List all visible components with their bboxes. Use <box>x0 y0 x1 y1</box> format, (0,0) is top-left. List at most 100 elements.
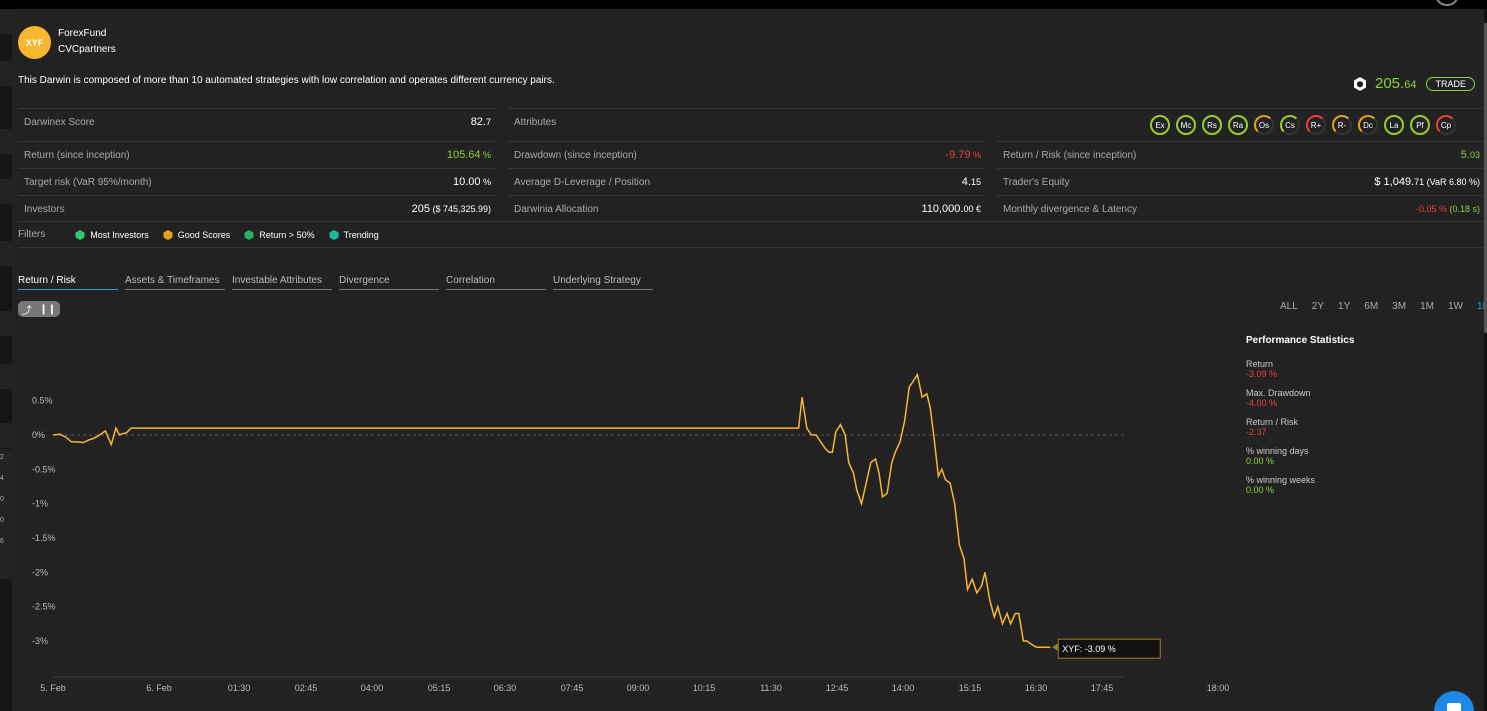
range-1m[interactable]: 1M <box>1420 301 1434 312</box>
chat-icon <box>1447 703 1461 711</box>
range-2y[interactable]: 2Y <box>1311 301 1325 312</box>
left-strip-label: 0 <box>0 496 4 503</box>
attribute-badge-os[interactable]: Os <box>1254 115 1274 135</box>
x-tick-label: 06:30 <box>494 683 517 693</box>
y-tick-label: -1% <box>32 499 48 509</box>
tab-correlation[interactable]: Correlation <box>446 275 546 290</box>
x-tick-label: 15:15 <box>959 683 982 693</box>
attribute-badge-dc[interactable]: Dc <box>1358 115 1378 135</box>
attribute-badge-rs[interactable]: Rs <box>1202 115 1222 135</box>
tab-investable-attributes[interactable]: Investable Attributes <box>232 275 332 290</box>
attribute-badge-pf[interactable]: Pf <box>1410 115 1430 135</box>
investors-value: 205 ($ 745,325.99) <box>411 203 491 215</box>
tab-underlying-strategy[interactable]: Underlying Strategy <box>553 275 653 290</box>
stats-title: Performance Statistics <box>1246 335 1355 346</box>
left-strip-block <box>0 241 12 266</box>
time-range-selector: ALL 2Y 1Y 6M 3M 1M 1W 1D <box>1280 301 1487 312</box>
drawdown-value: -9.79 % <box>945 149 981 161</box>
stat-label: Max. Drawdown <box>1246 388 1311 398</box>
range-3m[interactable]: 3M <box>1392 301 1407 312</box>
filter-chip[interactable]: Return > 50% <box>244 229 315 240</box>
stat-value: 0.00 % <box>1246 456 1275 466</box>
y-tick-label: 0.5% <box>32 396 53 406</box>
x-tick-label: 5. Feb <box>40 683 66 693</box>
darwin-logo: XYF <box>18 26 51 59</box>
left-strip: 2 4 0 0 6 <box>0 9 12 711</box>
attribute-badge-ra[interactable]: Ra <box>1228 115 1248 135</box>
series-end-label-pointer <box>1052 643 1059 652</box>
stat-value: -4.00 % <box>1246 398 1278 408</box>
return-value: 105.64 % <box>446 149 491 161</box>
trade-button[interactable]: TRADE <box>1426 76 1475 91</box>
filter-hex-icon <box>163 229 173 240</box>
x-tick-label: 17:45 <box>1091 683 1114 693</box>
range-1w[interactable]: 1W <box>1447 301 1463 312</box>
filter-hex-icon <box>75 229 85 240</box>
return-chart-svg: 0.5% 0% -0.5% -1% -1.5% -2% -2.5% -3% 5. Feb 6. F… <box>32 372 1229 693</box>
chat-button[interactable] <box>1434 691 1474 711</box>
attribute-badge-mc[interactable]: Mc <box>1176 115 1196 135</box>
range-1d[interactable]: 1D <box>1476 301 1487 312</box>
x-tick-label: 14:00 <box>892 683 915 693</box>
filters-row <box>18 221 1484 248</box>
stat-label: Return <box>1246 359 1274 369</box>
return-risk-row: Return / Risk (since inception) 5.03 <box>997 141 1484 168</box>
attribute-badge-rplus[interactable]: R+ <box>1306 115 1326 135</box>
attribute-badge-la[interactable]: La <box>1384 115 1404 135</box>
range-6m[interactable]: 6M <box>1364 301 1379 312</box>
attribute-badge-rminus[interactable]: R- <box>1332 115 1352 135</box>
filter-chip-label: Most Investors <box>90 229 149 240</box>
x-tick-label: 05:15 <box>428 683 451 693</box>
y-tick-label: -3% <box>32 636 48 646</box>
left-strip-label: 4 <box>0 475 4 482</box>
filter-chip[interactable]: Good Scores <box>163 229 231 240</box>
divergence-row: Monthly divergence & Latency -0.05 % (0.… <box>997 195 1484 222</box>
watchlist-hex-icon[interactable] <box>1353 76 1367 91</box>
target-risk-row: Target risk (VaR 95%/month) 10.00 % <box>18 168 495 195</box>
target-risk-value: 10.00 % <box>452 176 491 188</box>
series-line-xyf[interactable] <box>52 372 1051 648</box>
attribute-badge-ex[interactable]: Ex <box>1150 115 1170 135</box>
attributes-row: Attributes <box>508 108 1484 135</box>
attribute-badges: Ex Mc Rs Ra Os Cs R+ R- Dc La Pf Cp <box>1150 115 1456 135</box>
filter-hex-icon <box>329 229 339 240</box>
tab-return-risk[interactable]: Return / Risk <box>18 275 118 290</box>
stat-value: 0.00 % <box>1246 485 1275 495</box>
equity-value: $ 1,049.71 (VaR 6.80 %) <box>1374 176 1480 188</box>
x-tick-label: 11:30 <box>760 683 782 693</box>
tab-assets-timeframes[interactable]: Assets & Timeframes <box>125 275 225 290</box>
filter-chip[interactable]: Most Investors <box>75 229 149 240</box>
leverage-value: 4.15 <box>961 176 981 188</box>
score-row: Darwinex Score 82.7 <box>18 108 495 135</box>
leverage-row: Average D-Leverage / Position 4.15 <box>508 168 985 195</box>
attribute-badge-cp[interactable]: Cp <box>1436 115 1456 135</box>
left-strip-block <box>0 129 12 154</box>
darwin-manager[interactable]: CVCpartners <box>58 44 116 55</box>
range-1y[interactable]: 1Y <box>1338 301 1351 312</box>
x-tick-label: 07:45 <box>561 683 584 693</box>
equity-row: Trader's Equity $ 1,049.71 (VaR 6.80 %) <box>997 168 1484 195</box>
candle-chart-icon[interactable]: ❙❙ <box>39 303 57 315</box>
attribute-badge-cs[interactable]: Cs <box>1280 115 1300 135</box>
left-strip-block <box>0 179 12 204</box>
line-chart-icon[interactable]: ⤴ <box>21 305 32 317</box>
left-strip-label: 6 <box>0 538 4 545</box>
page-scrollbar[interactable] <box>1484 9 1487 711</box>
filter-chip[interactable]: Trending <box>329 229 379 240</box>
y-tick-label: 0% <box>32 430 45 440</box>
darwin-price: 205.64 <box>1375 75 1417 92</box>
darwin-name[interactable]: ForexFund <box>58 28 107 39</box>
scrollbar-thumb[interactable] <box>1484 23 1487 333</box>
chart-type-toggle[interactable]: ⤴ ❙❙ <box>18 301 60 317</box>
tab-divergence[interactable]: Divergence <box>339 275 439 290</box>
left-strip-block <box>0 311 12 336</box>
y-tick-label: -2.5% <box>32 602 56 612</box>
allocation-row: Darwinia Allocation 110,000.00 € <box>508 195 985 222</box>
chart-tabs: Return / Risk Assets & Timeframes Investab… <box>18 275 660 290</box>
x-tick-label: 16:30 <box>1025 683 1048 693</box>
filter-chip-label: Good Scores <box>177 229 231 240</box>
stat-value: -2.37 <box>1246 427 1267 437</box>
range-all[interactable]: ALL <box>1280 301 1298 312</box>
return-row: Return (since inception) 105.64 % <box>18 141 495 168</box>
x-tick-label: 02:45 <box>295 683 318 693</box>
